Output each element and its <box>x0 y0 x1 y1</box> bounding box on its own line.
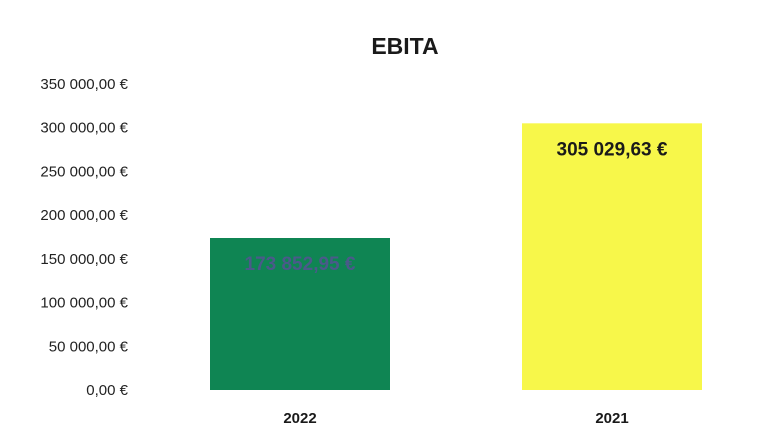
bars <box>210 123 702 390</box>
y-tick-label: 150 000,00 € <box>40 251 128 268</box>
y-tick-label: 250 000,00 € <box>40 163 128 180</box>
y-tick-label: 50 000,00 € <box>49 338 129 355</box>
x-axis: 2022 2021 <box>283 410 628 427</box>
x-tick-label-2022: 2022 <box>283 410 316 427</box>
data-label-2021: 305 029,63 € <box>557 139 668 160</box>
y-tick-label: 0,00 € <box>86 382 128 399</box>
y-tick-label: 300 000,00 € <box>40 120 128 137</box>
data-label-2022: 173 852,95 € <box>245 254 356 275</box>
x-tick-label-2021: 2021 <box>595 410 628 427</box>
chart-title: EBITA <box>371 33 438 59</box>
y-axis: 0,00 € 50 000,00 € 100 000,00 € 150 000,00 … <box>40 76 128 399</box>
y-tick-label: 100 000,00 € <box>40 295 128 312</box>
bar-2022 <box>210 238 390 390</box>
bar-2021 <box>522 123 702 390</box>
y-tick-label: 200 000,00 € <box>40 207 128 224</box>
y-tick-label: 350 000,00 € <box>40 76 128 93</box>
data-labels: 173 852,95 € 305 029,63 € <box>245 139 668 275</box>
